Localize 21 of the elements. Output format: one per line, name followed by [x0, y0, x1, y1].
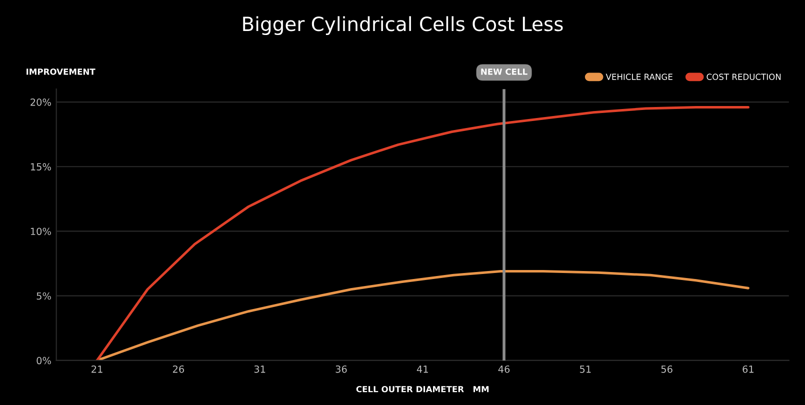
y-tick-label: 0%: [36, 356, 51, 364]
legend-label: COST REDUCTION: [706, 74, 781, 80]
x-tick-label: 61: [742, 365, 754, 373]
x-tick-label: 31: [254, 365, 266, 373]
ref-line-label: NEW CELL: [481, 68, 528, 75]
chart-title: Bigger Cylindrical Cells Cost Less: [243, 16, 563, 36]
legend-label: VEHICLE RANGE: [606, 74, 672, 80]
x-tick-label: 51: [580, 366, 591, 373]
x-tick-label: 36: [336, 365, 347, 373]
x-tick-label: 26: [172, 365, 184, 373]
y-tick-label: 5%: [36, 292, 51, 300]
x-axis-title: CELL OUTER DIAMETER MM: [356, 386, 489, 392]
x-tick-label: 41: [416, 366, 428, 373]
y-tick-label: 20%: [30, 98, 51, 106]
x-tick-label: 56: [661, 365, 672, 373]
y-tick-label: 15%: [30, 163, 51, 170]
line-series: [96, 106, 750, 360]
y-axis-title: IMPROVEMENT: [26, 68, 96, 75]
x-tick-label: 21: [92, 365, 102, 373]
y-tick-label: 10%: [30, 228, 51, 236]
x-tick-label: 46: [498, 365, 510, 373]
